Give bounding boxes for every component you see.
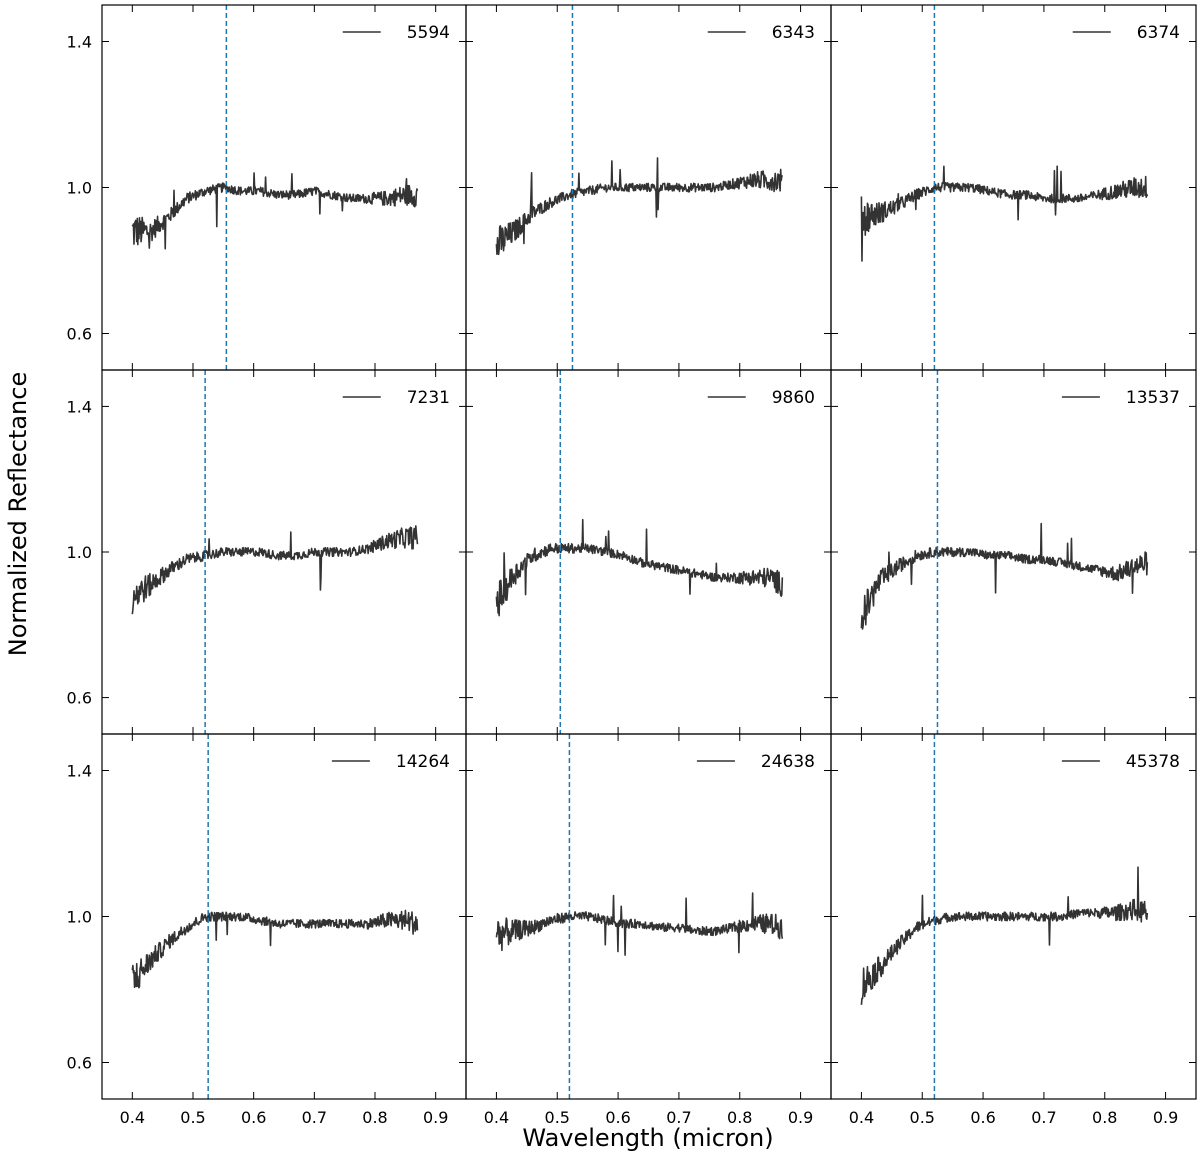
- y-tick-label: 1.4: [67, 762, 92, 781]
- panel-frame: [830, 369, 1197, 735]
- legend-label: 45378: [1126, 752, 1180, 772]
- panels-grid: 0.6 1.0 1.4 5594 6343 6374 0.6 1.0 1.4 7231 9860 13…: [67, 4, 1197, 1127]
- x-tick-label: 0.4: [484, 1108, 509, 1127]
- spectrum-line: [860, 866, 1149, 1005]
- spectrum-line: [495, 892, 784, 956]
- spectrum-line: [131, 525, 419, 615]
- x-tick-label: 0.8: [1092, 1108, 1117, 1127]
- legend-label: 13537: [1126, 388, 1180, 408]
- panel: 13537: [830, 369, 1197, 735]
- legend-label: 14264: [396, 752, 450, 772]
- legend-label: 24638: [761, 752, 815, 772]
- x-tick-label: 0.9: [1153, 1108, 1178, 1127]
- y-tick-label: 1.4: [67, 397, 92, 416]
- spectrum-line: [495, 518, 784, 617]
- y-tick-label: 1.0: [67, 543, 92, 562]
- legend-label: 9860: [772, 388, 815, 408]
- panel: 9860: [465, 369, 832, 735]
- panel: 0.4 0.5 0.6 0.7 0.8 0.9 24638: [465, 733, 832, 1127]
- spectrum-line: [495, 157, 784, 256]
- x-tick-label: 0.4: [849, 1108, 874, 1127]
- x-tick-label: 0.6: [970, 1108, 995, 1127]
- x-axis-label: Wavelength (micron): [522, 1124, 773, 1152]
- spectrum-line: [131, 909, 419, 989]
- panel: 0.6 1.0 1.4 5594: [67, 4, 467, 371]
- legend-label: 6343: [772, 23, 815, 43]
- x-tick-label: 0.5: [545, 1108, 570, 1127]
- legend-label: 7231: [407, 388, 450, 408]
- y-tick-label: 1.4: [67, 33, 92, 52]
- panel: 6343: [465, 4, 832, 371]
- panel-frame: [101, 4, 467, 371]
- x-tick-label: 0.9: [788, 1108, 813, 1127]
- panel-frame: [465, 369, 832, 735]
- x-tick-label: 0.8: [727, 1108, 752, 1127]
- x-tick-label: 0.6: [605, 1108, 630, 1127]
- y-tick-label: 1.0: [67, 908, 92, 927]
- panel: 6374: [830, 4, 1197, 371]
- y-tick-label: 1.0: [67, 179, 92, 198]
- x-tick-label: 0.9: [423, 1108, 448, 1127]
- x-tick-label: 0.4: [120, 1108, 145, 1127]
- x-tick-label: 0.5: [180, 1108, 205, 1127]
- x-tick-label: 0.8: [362, 1108, 387, 1127]
- panel: 0.4 0.5 0.6 0.7 0.8 0.9 45378: [830, 733, 1197, 1127]
- x-tick-label: 0.7: [1031, 1108, 1056, 1127]
- spectrum-line: [860, 165, 1149, 262]
- y-axis-label: Normalized Reflectance: [4, 372, 32, 656]
- y-tick-label: 0.6: [67, 689, 92, 708]
- spectrum-line: [131, 172, 419, 250]
- panel: 0.4 0.5 0.6 0.7 0.8 0.9 0.6 1.0 1.4 14264: [67, 733, 467, 1127]
- x-tick-label: 0.7: [302, 1108, 327, 1127]
- x-tick-label: 0.5: [910, 1108, 935, 1127]
- y-tick-label: 0.6: [67, 1054, 92, 1073]
- y-tick-label: 0.6: [67, 325, 92, 344]
- legend-label: 6374: [1137, 23, 1180, 43]
- legend-label: 5594: [407, 23, 450, 43]
- x-tick-label: 0.6: [241, 1108, 266, 1127]
- panel: 0.6 1.0 1.4 7231: [67, 369, 467, 735]
- spectrum-line: [860, 522, 1149, 630]
- x-tick-label: 0.7: [666, 1108, 691, 1127]
